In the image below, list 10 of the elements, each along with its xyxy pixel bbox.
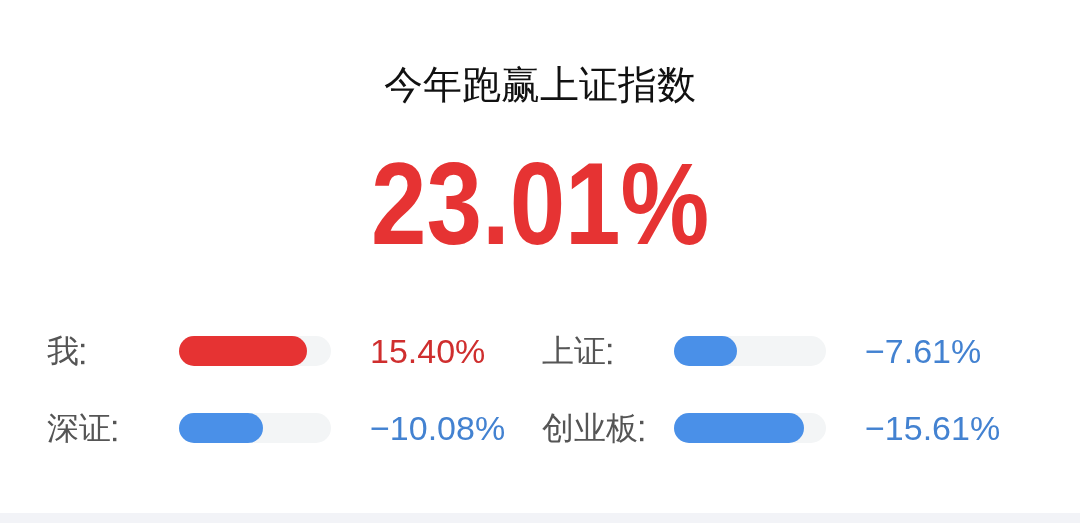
data-label: −7.61% <box>865 332 982 370</box>
data-label: −10.08% <box>370 409 506 447</box>
category-label: 上证 <box>542 333 606 369</box>
data-label: 15.40% <box>370 332 486 370</box>
text: 23.01% <box>370 139 710 269</box>
category-label: 我 <box>47 333 79 369</box>
data-label: −15.61% <box>865 409 1001 447</box>
text: 今年跑赢上证指数 <box>384 63 696 106</box>
category-label: 创业板 <box>542 410 638 446</box>
category-label: 深证 <box>47 410 111 446</box>
